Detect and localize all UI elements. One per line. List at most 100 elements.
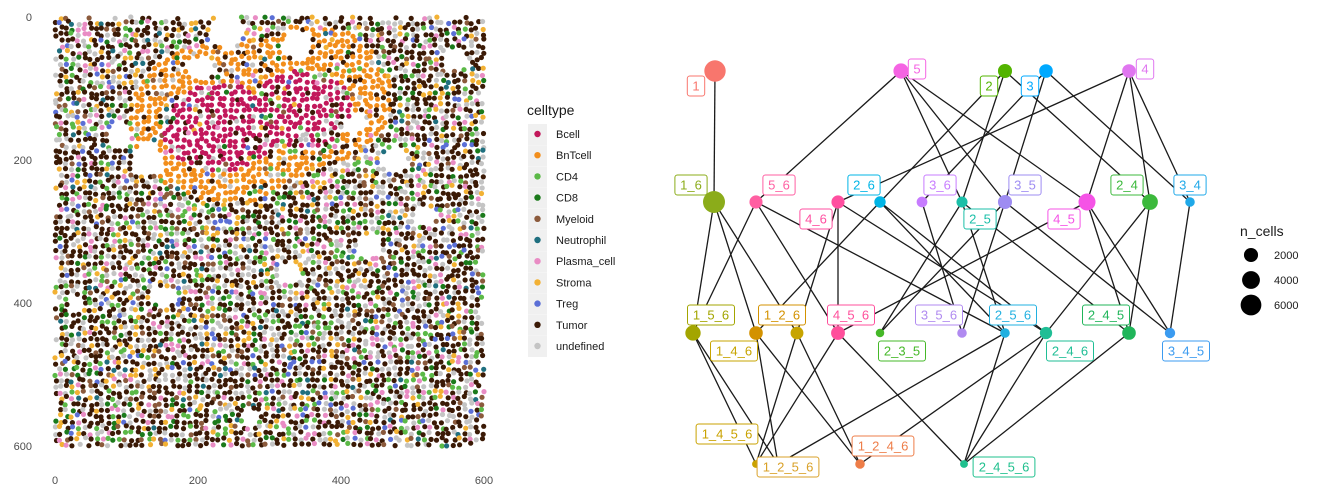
cell-point xyxy=(69,201,75,207)
cell-point xyxy=(481,36,487,42)
cell-point xyxy=(217,265,223,271)
cell-point xyxy=(111,27,117,33)
cell-point xyxy=(323,112,329,118)
cell-point xyxy=(81,226,87,232)
cell-point xyxy=(270,413,277,419)
cell-point xyxy=(297,85,303,91)
cell-point xyxy=(227,149,233,155)
cell-point xyxy=(468,190,474,196)
cell-point xyxy=(144,318,150,324)
cell-point xyxy=(346,343,352,349)
cell-point xyxy=(356,337,362,343)
cell-point xyxy=(235,61,241,67)
cell-point xyxy=(168,190,174,196)
cell-point xyxy=(239,127,246,133)
cell-point xyxy=(156,238,162,244)
cell-point xyxy=(345,225,351,231)
cell-point xyxy=(329,183,335,189)
cell-point xyxy=(200,229,206,235)
cell-point xyxy=(316,276,322,282)
cell-point xyxy=(187,85,193,91)
x-tick-label: 0 xyxy=(52,475,58,487)
cell-point xyxy=(98,282,104,288)
cell-point xyxy=(87,172,93,179)
cell-point xyxy=(156,384,162,390)
cell-point xyxy=(462,78,468,84)
cell-point xyxy=(269,401,276,407)
cell-point xyxy=(475,155,481,162)
cell-point xyxy=(415,296,421,302)
cell-point xyxy=(380,259,387,265)
cell-point xyxy=(310,347,316,353)
cell-point xyxy=(437,207,443,213)
cell-point xyxy=(314,406,321,412)
cell-point xyxy=(267,44,273,50)
cell-point xyxy=(338,106,344,112)
cell-point xyxy=(398,324,404,330)
cell-point xyxy=(104,39,110,45)
cell-point xyxy=(75,318,81,324)
cell-point xyxy=(261,343,267,349)
cell-point xyxy=(451,30,457,37)
cell-point xyxy=(109,102,115,108)
cell-point xyxy=(286,323,292,329)
cell-point xyxy=(421,389,427,396)
cell-point xyxy=(186,265,193,271)
cell-point xyxy=(105,74,111,80)
cell-point xyxy=(179,202,185,209)
cell-point xyxy=(415,191,421,197)
cell-point xyxy=(262,14,268,20)
cell-point xyxy=(438,108,444,114)
cell-point xyxy=(206,20,212,26)
cell-point xyxy=(274,272,280,278)
cell-point xyxy=(393,186,399,192)
cell-point xyxy=(281,423,287,429)
cell-point xyxy=(239,114,245,120)
cell-point xyxy=(81,219,87,225)
cell-point xyxy=(405,182,411,188)
cell-point xyxy=(158,100,164,107)
cell-point xyxy=(345,107,351,114)
cell-point xyxy=(212,409,218,415)
cell-point xyxy=(104,95,111,101)
cell-point xyxy=(367,361,374,367)
cell-point xyxy=(469,329,475,335)
cell-point xyxy=(206,219,212,225)
cell-point xyxy=(169,402,175,408)
cell-point xyxy=(106,420,112,426)
cell-point xyxy=(121,60,127,66)
cell-point xyxy=(145,301,151,307)
cell-point xyxy=(216,159,222,166)
cell-point xyxy=(164,230,170,237)
cell-point xyxy=(373,194,380,200)
cell-point xyxy=(380,200,386,206)
cell-point xyxy=(164,307,170,313)
cell-point xyxy=(376,219,382,226)
cell-point xyxy=(410,90,416,96)
cell-point xyxy=(105,68,111,74)
cell-point xyxy=(58,318,64,324)
cell-point xyxy=(116,382,123,388)
cell-point xyxy=(346,179,352,185)
cell-point xyxy=(115,174,121,180)
cell-point xyxy=(177,390,183,396)
cell-point xyxy=(416,243,422,249)
cell-point xyxy=(440,261,446,267)
cell-point xyxy=(314,291,320,297)
cell-point xyxy=(385,323,392,329)
cell-point xyxy=(303,137,309,143)
cell-point xyxy=(458,371,464,377)
cell-point xyxy=(92,106,98,113)
cell-point xyxy=(345,30,351,36)
cell-point xyxy=(420,243,426,249)
cell-point xyxy=(247,366,253,372)
cell-point xyxy=(434,265,440,271)
cell-point xyxy=(228,262,234,268)
cell-point xyxy=(261,256,268,262)
cell-point xyxy=(417,55,423,62)
cell-point xyxy=(70,132,76,138)
cell-point xyxy=(420,224,426,231)
cell-point xyxy=(211,383,217,389)
cell-point xyxy=(128,106,134,112)
cell-point xyxy=(449,226,455,232)
